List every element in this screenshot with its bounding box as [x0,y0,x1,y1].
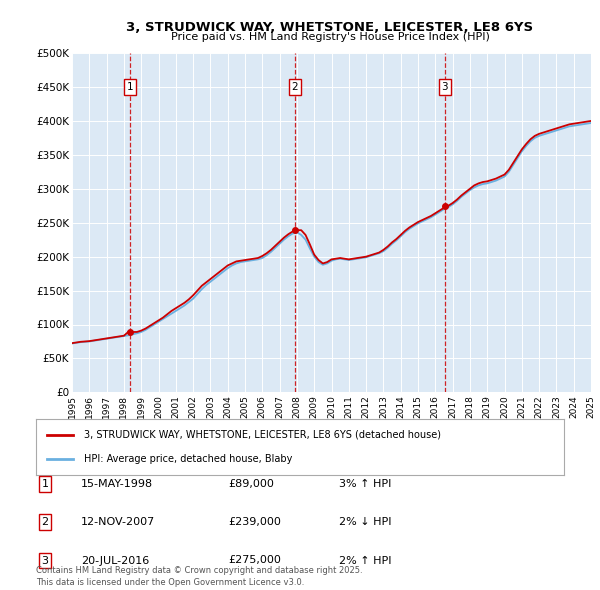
Text: 3: 3 [41,556,49,565]
Text: £89,000: £89,000 [228,479,274,489]
Text: 3: 3 [442,82,448,92]
Text: 3, STRUDWICK WAY, WHETSTONE, LEICESTER, LE8 6YS (detached house): 3, STRUDWICK WAY, WHETSTONE, LEICESTER, … [83,430,440,440]
Text: 2% ↓ HPI: 2% ↓ HPI [339,517,391,527]
Text: 12-NOV-2007: 12-NOV-2007 [81,517,155,527]
Text: £239,000: £239,000 [228,517,281,527]
Text: HPI: Average price, detached house, Blaby: HPI: Average price, detached house, Blab… [83,454,292,464]
Text: 1: 1 [127,82,134,92]
Text: 1: 1 [41,479,49,489]
Text: 2: 2 [41,517,49,527]
Text: Contains HM Land Registry data © Crown copyright and database right 2025.
This d: Contains HM Land Registry data © Crown c… [36,566,362,587]
Text: 20-JUL-2016: 20-JUL-2016 [81,556,149,565]
Text: 15-MAY-1998: 15-MAY-1998 [81,479,153,489]
Text: 2% ↑ HPI: 2% ↑ HPI [339,556,391,565]
Text: 2: 2 [292,82,298,92]
Text: Price paid vs. HM Land Registry's House Price Index (HPI): Price paid vs. HM Land Registry's House … [170,32,490,42]
Text: 3, STRUDWICK WAY, WHETSTONE, LEICESTER, LE8 6YS: 3, STRUDWICK WAY, WHETSTONE, LEICESTER, … [127,21,533,34]
Text: £275,000: £275,000 [228,556,281,565]
Text: 3% ↑ HPI: 3% ↑ HPI [339,479,391,489]
